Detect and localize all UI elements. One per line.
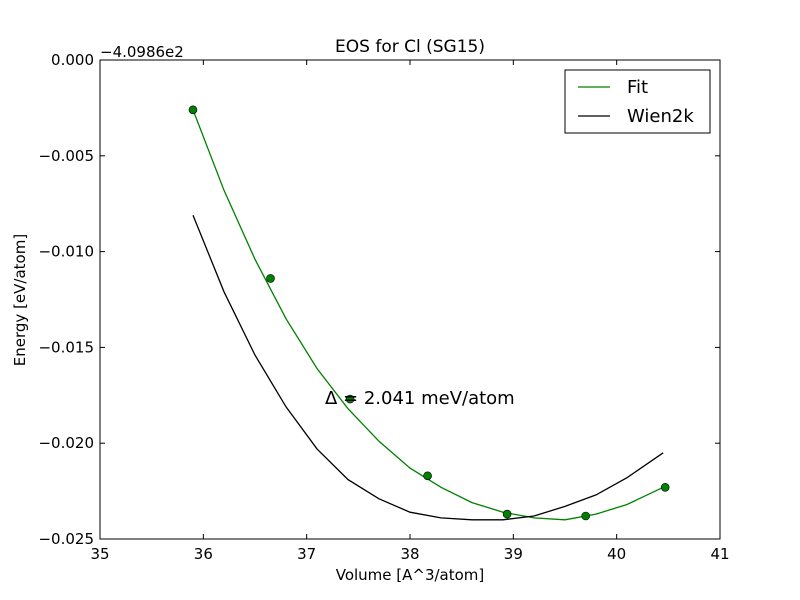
ticks-layer: 35 36 37 38 39 40 41 0.000 −0.005 −0.010 −0.015 −0.… xyxy=(38,51,729,563)
delta-annotation: Δ = 2.041 meV/atom xyxy=(325,388,515,409)
x-tick-label: 41 xyxy=(710,545,729,563)
plot-frame xyxy=(99,59,721,540)
data-point xyxy=(423,471,432,481)
y-tick-label: −0.015 xyxy=(38,338,94,356)
legend-box xyxy=(564,69,711,134)
x-axis-label: Volume [A^3/atom] xyxy=(336,566,485,584)
legend-label-wien2k: Wien2k xyxy=(627,106,694,127)
legend-label-fit: Fit xyxy=(627,77,648,98)
y-tick-label: 0.000 xyxy=(51,51,94,69)
y-axis-label: Energy [eV/atom] xyxy=(11,234,29,366)
y-tick-label: −0.025 xyxy=(38,530,94,548)
x-tick-label: 35 xyxy=(90,545,109,563)
legend: Fit Wien2k xyxy=(564,69,711,134)
data-point xyxy=(345,394,355,404)
y-offset-label: −4.0986e2 xyxy=(100,43,184,61)
x-tick-label: 39 xyxy=(504,545,523,563)
data-point xyxy=(188,105,198,115)
data-point xyxy=(660,482,670,492)
y-tick-label: −0.020 xyxy=(38,434,94,452)
x-tick-label: 36 xyxy=(194,545,213,563)
series-line-fit xyxy=(192,109,664,521)
x-tick-label: 38 xyxy=(400,545,419,563)
data-point xyxy=(502,509,512,519)
y-tick-label: −0.005 xyxy=(38,147,94,165)
x-tick-label: 37 xyxy=(297,545,316,563)
series-layer xyxy=(188,105,670,521)
data-point xyxy=(266,274,275,283)
y-tick-label: −0.010 xyxy=(38,243,94,261)
x-tick-label: 40 xyxy=(607,545,626,563)
series-line-wien2k xyxy=(192,214,664,521)
chart-title: EOS for Cl (SG15) xyxy=(335,37,485,57)
data-point xyxy=(581,511,591,521)
